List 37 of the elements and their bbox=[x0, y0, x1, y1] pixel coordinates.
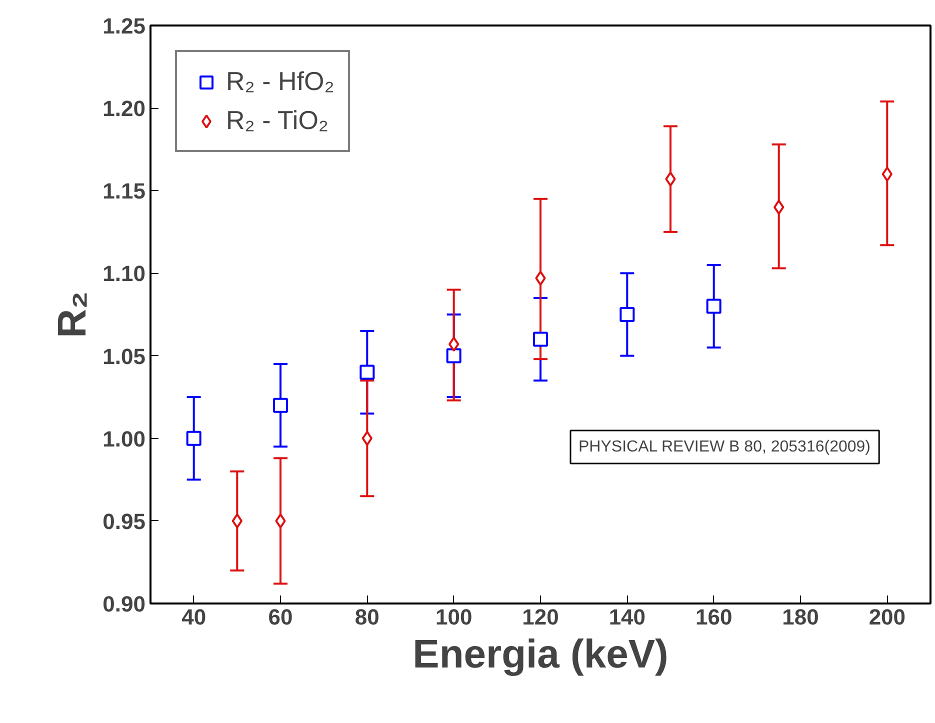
y-tick-label: 0.95 bbox=[102, 508, 146, 534]
x-tick-label: 140 bbox=[608, 604, 646, 630]
y-tick-label: 1.25 bbox=[102, 14, 146, 38]
x-tick-label: 80 bbox=[354, 604, 380, 630]
y-tick-label: 1.15 bbox=[102, 178, 146, 204]
annotation: PHYSICAL REVIEW B 80, 205316(2009) bbox=[578, 438, 870, 456]
x-tick-label: 100 bbox=[435, 604, 472, 630]
x-tick-label: 120 bbox=[522, 604, 559, 630]
y-tick-label: 1.00 bbox=[102, 426, 146, 452]
point bbox=[706, 298, 722, 314]
point bbox=[774, 200, 784, 215]
point bbox=[275, 513, 286, 528]
x-tick-label: 200 bbox=[868, 604, 906, 630]
legend-label: R₂ - TiO₂ bbox=[226, 105, 329, 136]
point bbox=[448, 336, 460, 352]
y-tick-label: 1.20 bbox=[102, 96, 146, 122]
point bbox=[186, 430, 202, 446]
legend-label: R₂ - HfO₂ bbox=[226, 66, 334, 97]
y-tick-label: 0.90 bbox=[102, 592, 146, 616]
x-tick-label: 180 bbox=[782, 604, 819, 630]
point bbox=[533, 332, 548, 347]
y-tick-label: 1.05 bbox=[102, 344, 146, 369]
point bbox=[232, 513, 242, 528]
x-axis-title: Energia (keV) bbox=[412, 632, 668, 676]
y-axis-title: R₂ bbox=[50, 291, 95, 338]
point bbox=[273, 398, 288, 413]
point bbox=[362, 430, 372, 446]
point bbox=[882, 166, 892, 182]
point bbox=[620, 307, 635, 322]
x-tick-label: 40 bbox=[182, 604, 206, 630]
point bbox=[535, 270, 546, 286]
x-tick-label: 160 bbox=[695, 604, 732, 630]
y-tick-label: 1.10 bbox=[102, 261, 146, 286]
point bbox=[360, 364, 375, 380]
x-tick-label: 60 bbox=[268, 604, 293, 630]
point bbox=[665, 172, 676, 187]
point bbox=[446, 348, 462, 364]
